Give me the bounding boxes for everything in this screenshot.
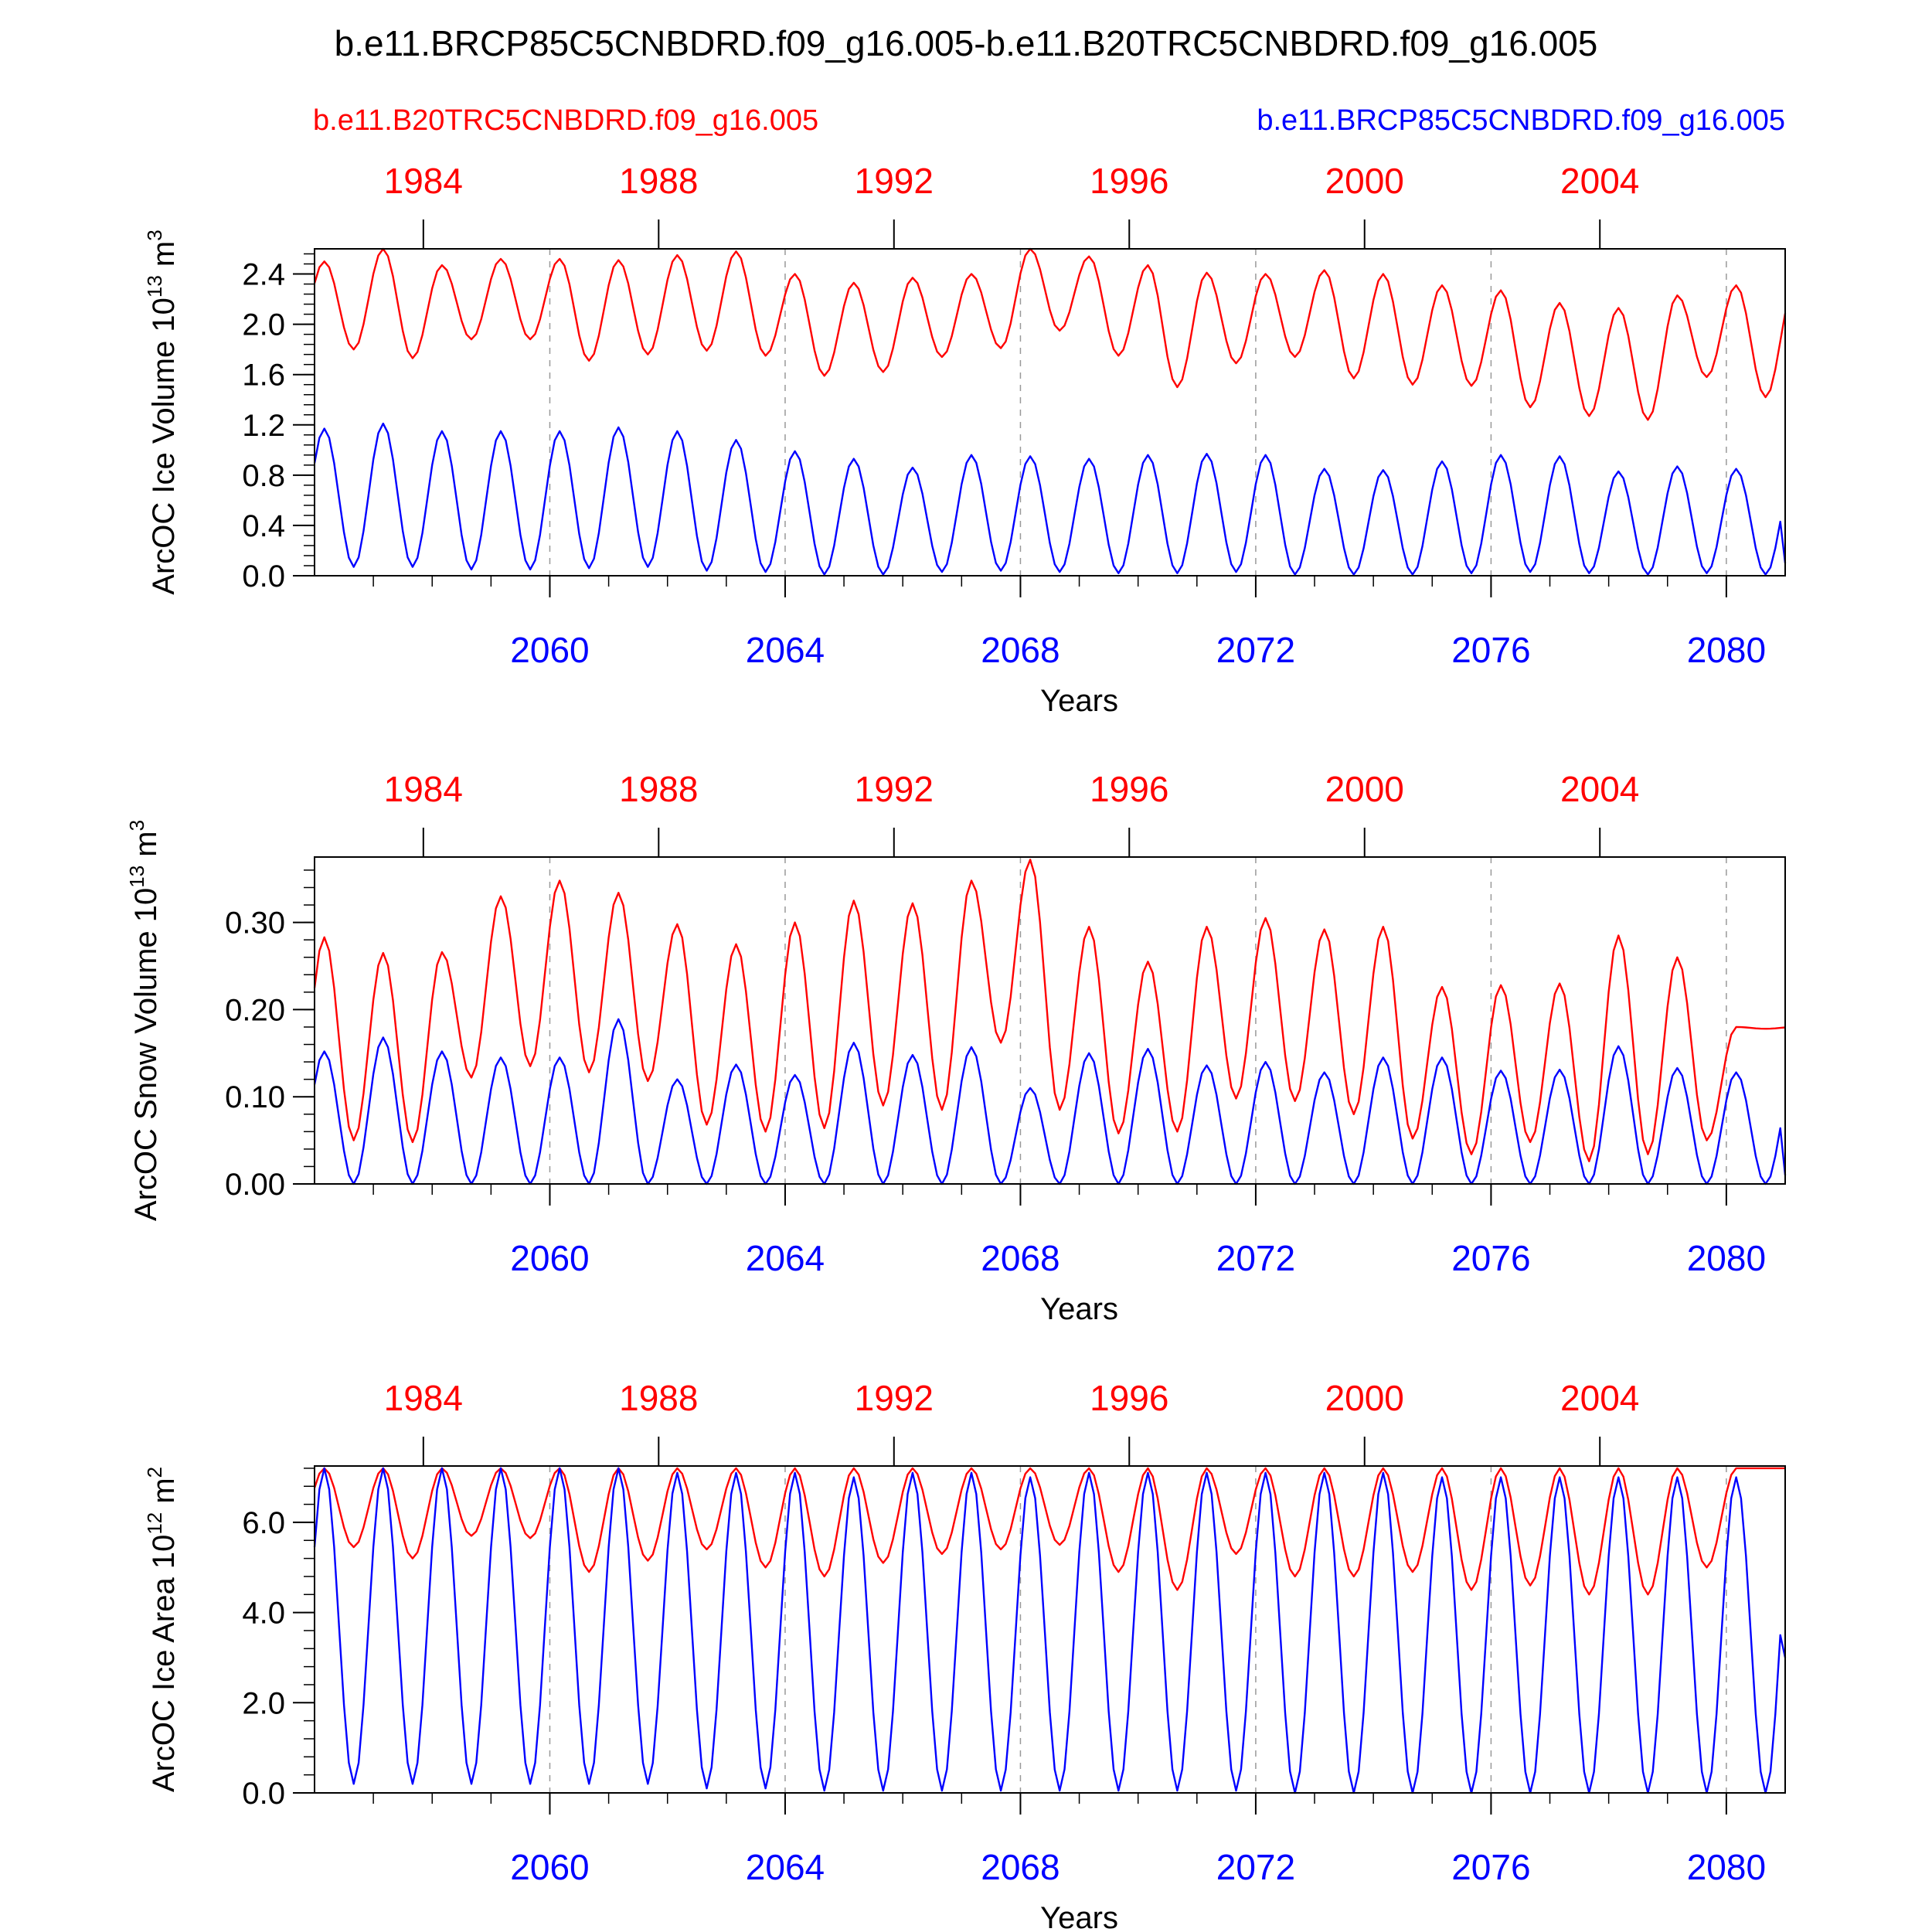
red-series-line xyxy=(313,859,1786,1162)
red-series-line xyxy=(313,247,1787,421)
x-bottom-tick-label: 2080 xyxy=(1687,1238,1766,1278)
x-bottom-tick-label: 2068 xyxy=(981,630,1060,670)
plot-frame xyxy=(314,1465,1786,1794)
panel-2: 0.00 0.10 0.20 0.30 2060 2064 2068 2072 2076 2080… xyxy=(125,769,1787,1326)
panel-3: 0.0 2.0 4.0 6.0 2060 2064 2068 2072 2076 2080 Year… xyxy=(143,1378,1787,1932)
plot-frame xyxy=(314,856,1786,1185)
x-top-tick-label: 2004 xyxy=(1560,769,1639,809)
x-bottom-tick-label: 2076 xyxy=(1451,1238,1530,1278)
plot-frame xyxy=(314,248,1786,577)
x-bottom-tick-label: 2076 xyxy=(1451,630,1530,670)
x-top-tick-label: 1988 xyxy=(619,161,698,201)
x-bottom-tick-label: 2076 xyxy=(1451,1847,1530,1887)
y-axis-label: ArcOC Snow Volume 1013 m3 xyxy=(125,820,163,1221)
y-tick-label: 1.6 xyxy=(242,359,285,393)
x-bottom-tick-label: 2080 xyxy=(1687,1847,1766,1887)
y-axis-label: ArcOC Ice Volume 1013 m3 xyxy=(143,230,181,594)
x-top-tick-label: 2000 xyxy=(1325,769,1404,809)
y-tick-label: 2.0 xyxy=(242,308,285,342)
y-tick-label: 0.10 xyxy=(225,1080,285,1114)
y-tick-label: 0.4 xyxy=(242,509,285,543)
y-tick-label: 1.2 xyxy=(242,409,285,443)
y-tick-label: 0.00 xyxy=(225,1168,285,1202)
x-bottom-tick-label: 2068 xyxy=(981,1847,1060,1887)
x-axis-label: Years xyxy=(1040,684,1118,718)
y-tick-label: 4.0 xyxy=(242,1597,285,1631)
blue-series-line xyxy=(313,1018,1787,1185)
x-bottom-tick-label: 2072 xyxy=(1216,630,1295,670)
x-top-tick-label: 1992 xyxy=(855,1378,934,1418)
x-bottom-tick-label: 2060 xyxy=(510,1847,589,1887)
blue-series-line xyxy=(313,422,1787,576)
x-bottom-tick-label: 2064 xyxy=(746,1847,825,1887)
x-top-tick-label: 2004 xyxy=(1560,161,1639,201)
blue-series-line xyxy=(313,1467,1787,1794)
red-series-line xyxy=(313,1467,1785,1596)
x-top-tick-label: 1996 xyxy=(1090,769,1168,809)
x-bottom-tick-label: 2064 xyxy=(746,1238,825,1278)
y-tick-label: 0.30 xyxy=(225,906,285,940)
x-top-tick-label: 1996 xyxy=(1090,1378,1168,1418)
y-axis-label: ArcOC Ice Area 1012 m2 xyxy=(143,1467,181,1792)
panel-1: 0.0 0.4 0.8 1.2 1.6 2.0 2.4 2060 2064 2068 2072 207… xyxy=(143,161,1787,718)
y-tick-label: 0.0 xyxy=(242,560,285,594)
x-top-tick-label: 2000 xyxy=(1325,1378,1404,1418)
x-top-tick-label: 1988 xyxy=(619,769,698,809)
x-bottom-tick-label: 2064 xyxy=(746,630,825,670)
x-bottom-tick-label: 2060 xyxy=(510,1238,589,1278)
x-bottom-tick-label: 2072 xyxy=(1216,1238,1295,1278)
x-top-tick-label: 2004 xyxy=(1560,1378,1639,1418)
y-tick-label: 2.0 xyxy=(242,1686,285,1720)
x-top-tick-label: 2000 xyxy=(1325,161,1404,201)
y-tick-label: 0.8 xyxy=(242,459,285,493)
legend-right-label: b.e11.BRCP85C5CNBDRD.f09_g16.005 xyxy=(1257,104,1785,137)
x-top-tick-label: 1984 xyxy=(384,1378,463,1418)
panels: 0.0 0.4 0.8 1.2 1.6 2.0 2.4 2060 2064 2068 2072 207… xyxy=(125,161,1787,1932)
x-top-tick-label: 1992 xyxy=(855,161,934,201)
x-top-tick-label: 1984 xyxy=(384,769,463,809)
x-axis-label: Years xyxy=(1040,1901,1118,1932)
x-bottom-tick-label: 2060 xyxy=(510,630,589,670)
x-axis-label: Years xyxy=(1040,1292,1118,1326)
x-top-tick-label: 1988 xyxy=(619,1378,698,1418)
y-tick-label: 0.20 xyxy=(225,993,285,1027)
y-tick-label: 6.0 xyxy=(242,1506,285,1540)
y-tick-label: 2.4 xyxy=(242,258,285,292)
y-tick-label: 0.0 xyxy=(242,1777,285,1811)
figure-title: b.e11.BRCP85C5CNBDRD.f09_g16.005-b.e11.B… xyxy=(335,23,1598,63)
x-bottom-tick-label: 2072 xyxy=(1216,1847,1295,1887)
x-top-tick-label: 1992 xyxy=(855,769,934,809)
x-top-tick-label: 1996 xyxy=(1090,161,1168,201)
x-bottom-tick-label: 2068 xyxy=(981,1238,1060,1278)
legend-left-label: b.e11.B20TRC5CNBDRD.f09_g16.005 xyxy=(313,104,818,137)
x-bottom-tick-label: 2080 xyxy=(1687,630,1766,670)
x-top-tick-label: 1984 xyxy=(384,161,463,201)
